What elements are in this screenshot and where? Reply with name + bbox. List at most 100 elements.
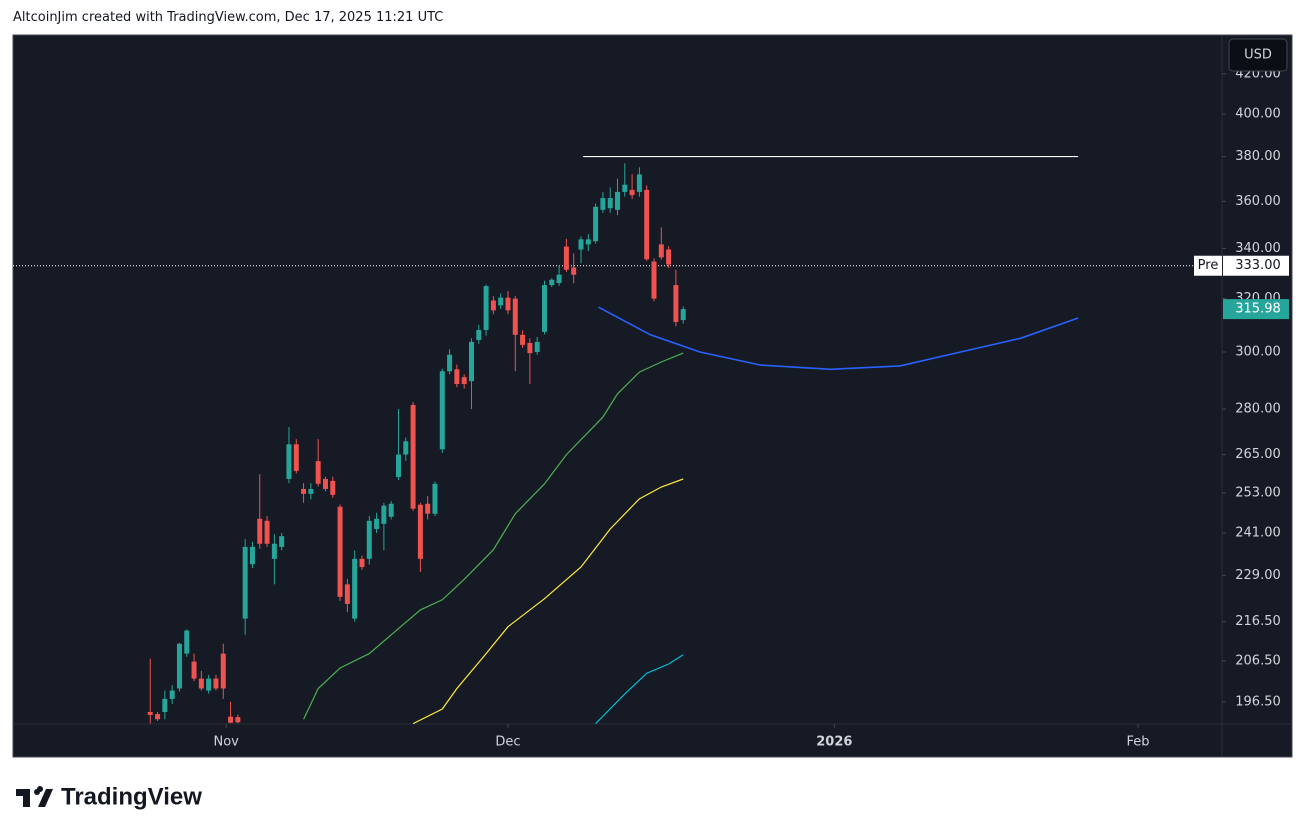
candle-body: [410, 404, 416, 509]
candle-body: [184, 630, 190, 654]
candle-body: [322, 478, 328, 489]
header: AltcoinJim created with TradingView.com,…: [13, 10, 444, 25]
candle-body: [220, 653, 226, 689]
y-tick-label: 300.00: [1235, 345, 1281, 360]
candle-body: [395, 454, 401, 478]
candle-body: [228, 716, 234, 723]
logo-icon: [16, 786, 53, 807]
y-tick-label: 400.00: [1235, 107, 1281, 122]
candle-body: [527, 342, 533, 354]
candle-body: [651, 261, 657, 299]
logo-dot: [34, 789, 40, 795]
candle-body: [622, 184, 628, 192]
y-tick-label: 280.00: [1235, 402, 1281, 417]
candle-body: [541, 285, 547, 332]
y-tick-label: 229.00: [1235, 568, 1281, 583]
candle-body: [461, 377, 467, 385]
candle-body: [425, 503, 431, 514]
footer-logo-text: TradingView: [61, 783, 202, 810]
candle-body: [330, 480, 336, 495]
candle-body: [155, 714, 161, 720]
indicator-line: [412, 478, 684, 724]
y-tick-label: 253.00: [1235, 485, 1281, 500]
candle-body: [191, 661, 197, 679]
candle-body: [366, 520, 372, 559]
candle-body: [556, 274, 562, 284]
candle-body: [301, 488, 307, 494]
candle-body: [666, 249, 672, 265]
candle-body: [673, 285, 679, 322]
candle-body: [476, 329, 482, 340]
candle-body: [147, 711, 153, 715]
y-tick-label: 265.00: [1235, 447, 1281, 462]
y-tick-label: 206.50: [1235, 653, 1281, 668]
candle-body: [439, 371, 445, 450]
footer-logo: TradingView: [16, 783, 202, 810]
x-tick-label: Nov: [213, 735, 239, 750]
candle-body: [644, 189, 650, 260]
candle-body: [520, 334, 526, 345]
candle-body: [286, 444, 292, 479]
candle-body: [271, 543, 277, 559]
pre-name: Pre: [1198, 258, 1219, 273]
candle-body: [403, 441, 409, 455]
candle-body: [563, 246, 569, 270]
candle-body: [206, 678, 212, 691]
y-tick-label: 380.00: [1235, 149, 1281, 164]
candle-body: [359, 558, 365, 568]
candle-body: [636, 174, 642, 192]
candle-body: [388, 503, 394, 517]
candle-body: [571, 267, 577, 275]
candle-body: [629, 189, 635, 196]
candle-body: [162, 698, 168, 712]
candle-body: [249, 546, 255, 565]
candle-body: [483, 286, 489, 330]
y-tick-label: 216.50: [1235, 614, 1281, 629]
x-tick-label: Dec: [495, 735, 520, 750]
candle-body: [498, 297, 504, 306]
y-tick-label: 340.00: [1235, 241, 1281, 256]
candle-body: [607, 198, 613, 209]
candle-body: [680, 309, 686, 321]
candle-body: [308, 488, 314, 494]
candle-body: [198, 678, 204, 689]
candle-body: [417, 504, 423, 559]
x-tick-label: 2026: [816, 735, 852, 750]
candle-body: [615, 191, 620, 210]
axes: 196.50 206.50 216.50 229.00 241.00 253.00 265.…: [213, 38, 1289, 750]
indicator-line: [595, 654, 684, 724]
candle-body: [264, 520, 270, 544]
last-price-box: [1223, 299, 1289, 320]
candle-body: [593, 206, 599, 242]
candle-body: [176, 643, 182, 689]
candle-body: [352, 558, 358, 619]
candle-body: [549, 279, 555, 286]
chart-background: [12, 34, 1293, 758]
candle-body: [315, 461, 321, 484]
candle-body: [344, 584, 350, 604]
pre-price-label: 333.00: [1235, 258, 1281, 273]
last-price-label: 315.98: [1235, 302, 1281, 317]
currency-label[interactable]: USD: [1244, 48, 1272, 63]
candle-body: [293, 444, 299, 471]
candle-body: [490, 300, 496, 311]
candle-body: [242, 546, 248, 619]
candle-body: [505, 297, 511, 311]
candle-body: [447, 354, 453, 372]
x-tick-label: Feb: [1127, 735, 1150, 750]
candle-body: [585, 239, 591, 245]
indicator-line: [303, 352, 684, 720]
pre-name-box: [1194, 255, 1222, 276]
candle-body: [534, 341, 540, 353]
candle-body: [600, 198, 606, 210]
candle-body: [213, 678, 219, 689]
candle-body: [454, 369, 460, 385]
candle-body: [578, 239, 584, 250]
pre-price-box: [1223, 255, 1289, 276]
y-tick-label: 360.00: [1235, 194, 1281, 209]
plot-area: [13, 155, 1222, 724]
candle-body: [279, 536, 285, 547]
candle-body: [337, 506, 343, 597]
